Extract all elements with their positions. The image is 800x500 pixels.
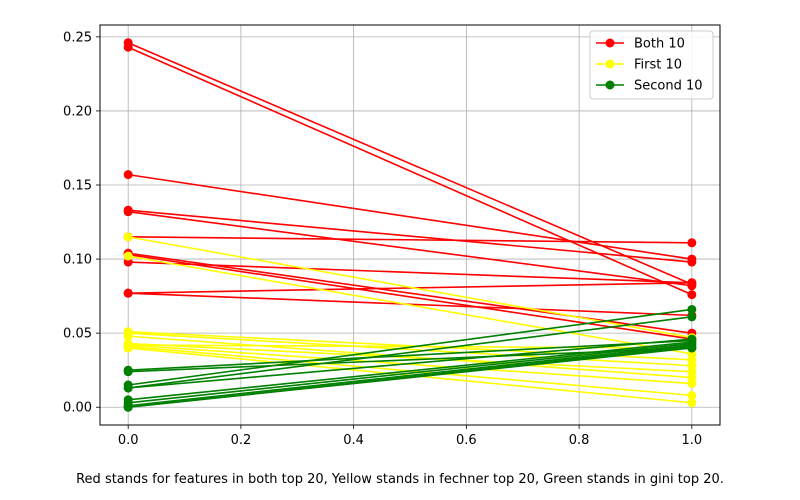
data-point <box>687 390 697 400</box>
y-tick-label: 0.00 <box>63 401 92 416</box>
data-point <box>687 367 697 377</box>
figure-caption: Red stands for features in both top 20, … <box>76 472 724 487</box>
x-tick-label: 0.4 <box>343 433 364 448</box>
legend-marker <box>605 59 615 69</box>
legend-label: Second 10 <box>634 79 703 94</box>
series-group <box>123 38 697 412</box>
series-line <box>128 236 692 339</box>
data-point <box>123 251 133 261</box>
data-point <box>687 304 697 314</box>
series-line <box>128 344 692 407</box>
series-line <box>128 316 692 389</box>
data-point <box>123 232 133 242</box>
y-tick-label: 0.20 <box>63 104 92 119</box>
data-point <box>123 367 133 377</box>
legend: Both 10 First 10 Second 10 <box>589 30 714 100</box>
legend-box <box>589 30 714 100</box>
data-point <box>687 398 697 408</box>
data-point <box>123 383 133 393</box>
data-point <box>687 379 697 389</box>
data-point <box>687 343 697 353</box>
series-line <box>128 252 692 334</box>
series-line <box>128 253 692 340</box>
series-line <box>128 347 692 409</box>
data-point <box>687 278 697 288</box>
series-line <box>128 236 692 244</box>
x-axis: 0.0 0.2 0.4 0.6 0.8 1.0 <box>118 425 702 448</box>
series-group-0 <box>123 38 697 344</box>
series-line <box>128 173 692 260</box>
data-point <box>687 312 697 322</box>
data-point <box>123 402 133 412</box>
y-tick-label: 0.25 <box>63 30 92 45</box>
series-line <box>128 338 692 389</box>
legend-label: Both 10 <box>634 37 685 52</box>
data-point <box>687 257 697 267</box>
y-tick-label: 0.15 <box>63 179 92 194</box>
data-point <box>123 42 133 52</box>
x-tick-label: 0.6 <box>456 433 477 448</box>
data-point <box>123 340 133 350</box>
y-tick-label: 0.05 <box>63 327 92 342</box>
series-group-2 <box>123 304 697 412</box>
data-point <box>687 238 697 248</box>
data-point <box>123 207 133 217</box>
legend-label: First 10 <box>634 58 682 73</box>
series-line <box>128 255 692 355</box>
series-line <box>128 209 692 263</box>
plot-frame <box>99 24 721 426</box>
series-line <box>128 210 692 287</box>
series-line <box>128 341 692 401</box>
x-tick-label: 0.8 <box>569 433 590 448</box>
data-point <box>687 290 697 300</box>
x-tick-label: 0.0 <box>118 433 139 448</box>
legend-marker <box>605 80 615 90</box>
series-line <box>128 332 692 367</box>
data-point <box>123 331 133 341</box>
data-point <box>687 334 697 344</box>
x-tick-label: 0.2 <box>231 433 252 448</box>
legend-marker <box>605 38 615 48</box>
data-point <box>123 288 133 298</box>
series-line <box>128 342 692 404</box>
y-axis: 0.00 0.05 0.10 0.15 0.20 0.25 <box>63 30 100 416</box>
series-line <box>128 342 692 373</box>
series-line <box>127 42 693 285</box>
data-point <box>123 170 133 180</box>
series-line <box>128 308 692 386</box>
series-line <box>128 339 692 371</box>
y-tick-label: 0.10 <box>63 253 92 268</box>
series-line <box>128 261 692 284</box>
x-tick-label: 1.0 <box>681 433 702 448</box>
